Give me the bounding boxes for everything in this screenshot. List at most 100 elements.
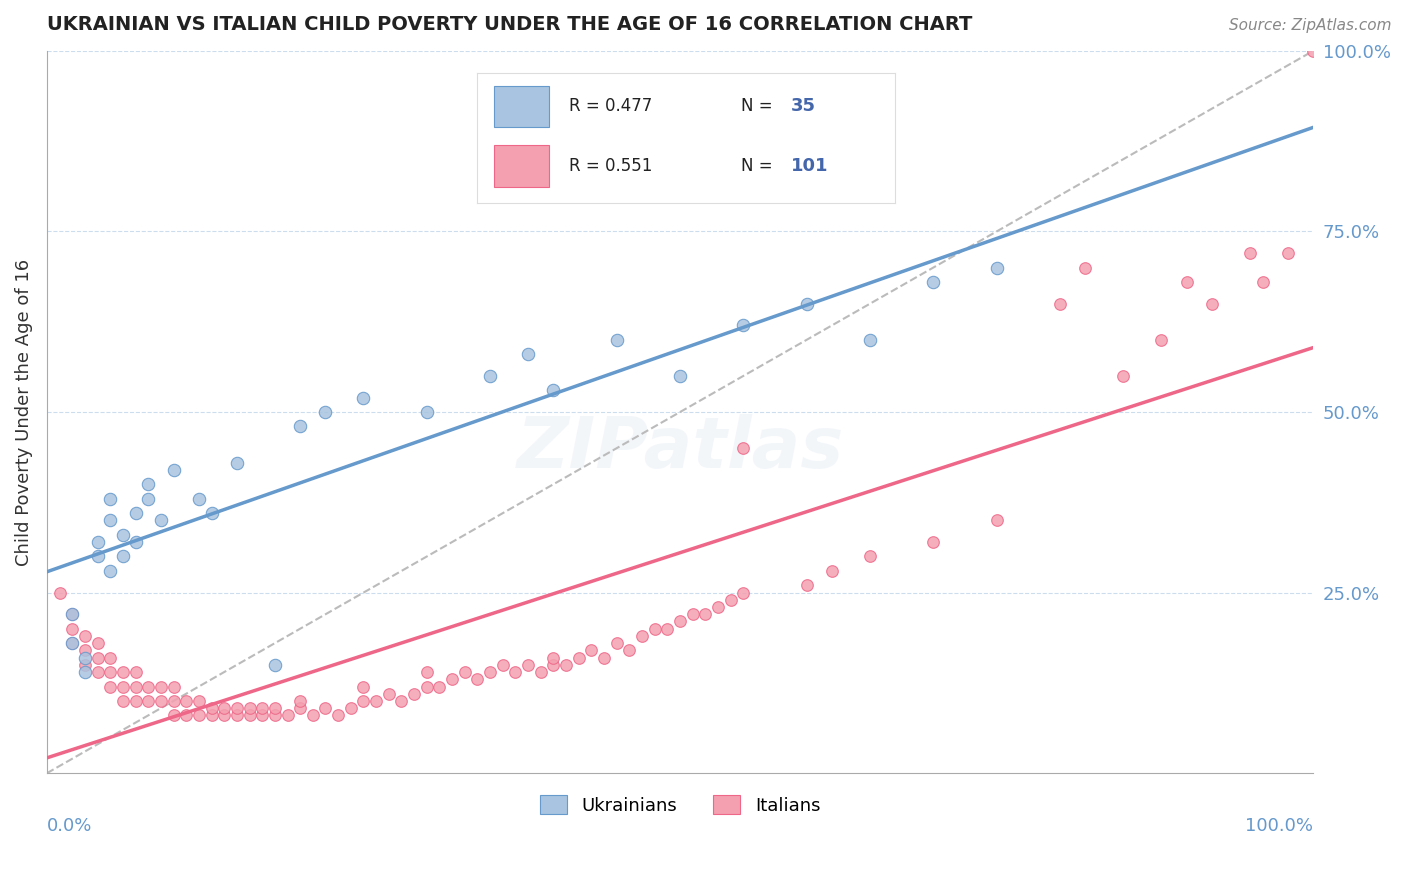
- Point: [263, 701, 285, 715]
- Point: [353, 694, 375, 708]
- Point: [73, 665, 96, 679]
- Point: [98, 665, 121, 679]
- Point: [644, 622, 666, 636]
- Point: [366, 694, 388, 708]
- Point: [60, 607, 83, 622]
- Point: [479, 665, 502, 679]
- Legend: Ukrainians, Italians: Ukrainians, Italians: [533, 789, 828, 822]
- Point: [48, 585, 70, 599]
- Point: [212, 708, 235, 723]
- Point: [86, 535, 108, 549]
- Point: [568, 650, 591, 665]
- Point: [111, 694, 134, 708]
- Y-axis label: Child Poverty Under the Age of 16: Child Poverty Under the Age of 16: [15, 259, 32, 566]
- Point: [187, 491, 209, 506]
- Point: [543, 650, 565, 665]
- Point: [733, 318, 755, 333]
- Point: [391, 694, 413, 708]
- Point: [492, 657, 515, 672]
- Point: [1277, 246, 1299, 260]
- Point: [416, 680, 439, 694]
- Point: [1239, 246, 1261, 260]
- Point: [517, 347, 540, 361]
- Point: [250, 701, 273, 715]
- Point: [1112, 368, 1135, 383]
- Point: [1074, 260, 1097, 275]
- Point: [922, 275, 945, 289]
- Point: [136, 491, 159, 506]
- Point: [225, 708, 247, 723]
- Point: [288, 694, 311, 708]
- Text: UKRAINIAN VS ITALIAN CHILD POVERTY UNDER THE AGE OF 16 CORRELATION CHART: UKRAINIAN VS ITALIAN CHILD POVERTY UNDER…: [46, 15, 973, 34]
- Point: [479, 368, 502, 383]
- Point: [328, 708, 350, 723]
- Point: [60, 622, 83, 636]
- Point: [86, 636, 108, 650]
- Text: ZIPatlas: ZIPatlas: [516, 414, 844, 483]
- Point: [922, 535, 945, 549]
- Point: [441, 673, 464, 687]
- Point: [1201, 296, 1223, 310]
- Point: [73, 657, 96, 672]
- Point: [149, 513, 172, 527]
- Point: [416, 665, 439, 679]
- Point: [86, 549, 108, 564]
- Point: [859, 333, 882, 347]
- Point: [467, 673, 489, 687]
- Point: [98, 513, 121, 527]
- Point: [86, 665, 108, 679]
- Point: [821, 564, 844, 578]
- Point: [429, 680, 451, 694]
- Point: [454, 665, 477, 679]
- Point: [859, 549, 882, 564]
- Point: [162, 463, 184, 477]
- Point: [505, 665, 527, 679]
- Point: [263, 657, 285, 672]
- Point: [73, 650, 96, 665]
- Point: [593, 650, 616, 665]
- Point: [1049, 296, 1071, 310]
- Point: [60, 636, 83, 650]
- Point: [98, 491, 121, 506]
- Point: [720, 592, 742, 607]
- Point: [543, 384, 565, 398]
- Point: [1175, 275, 1198, 289]
- Point: [225, 456, 247, 470]
- Point: [200, 506, 222, 520]
- Point: [657, 622, 679, 636]
- Point: [416, 405, 439, 419]
- Point: [212, 701, 235, 715]
- Point: [124, 680, 146, 694]
- Point: [187, 694, 209, 708]
- Point: [136, 680, 159, 694]
- Text: 100.0%: 100.0%: [1246, 816, 1313, 835]
- Point: [162, 694, 184, 708]
- Point: [581, 643, 603, 657]
- Point: [60, 636, 83, 650]
- Point: [986, 513, 1008, 527]
- Point: [288, 701, 311, 715]
- Point: [631, 629, 654, 643]
- Point: [288, 419, 311, 434]
- Point: [315, 701, 337, 715]
- Point: [1150, 333, 1173, 347]
- Point: [238, 701, 260, 715]
- Point: [986, 260, 1008, 275]
- Point: [187, 708, 209, 723]
- Point: [1251, 275, 1274, 289]
- Point: [263, 708, 285, 723]
- Point: [111, 680, 134, 694]
- Point: [111, 549, 134, 564]
- Point: [60, 607, 83, 622]
- Point: [695, 607, 717, 622]
- Point: [1302, 44, 1324, 58]
- Point: [530, 665, 553, 679]
- Point: [174, 694, 197, 708]
- Point: [124, 694, 146, 708]
- Point: [124, 506, 146, 520]
- Point: [149, 680, 172, 694]
- Point: [73, 629, 96, 643]
- Point: [124, 535, 146, 549]
- Point: [162, 708, 184, 723]
- Point: [555, 657, 578, 672]
